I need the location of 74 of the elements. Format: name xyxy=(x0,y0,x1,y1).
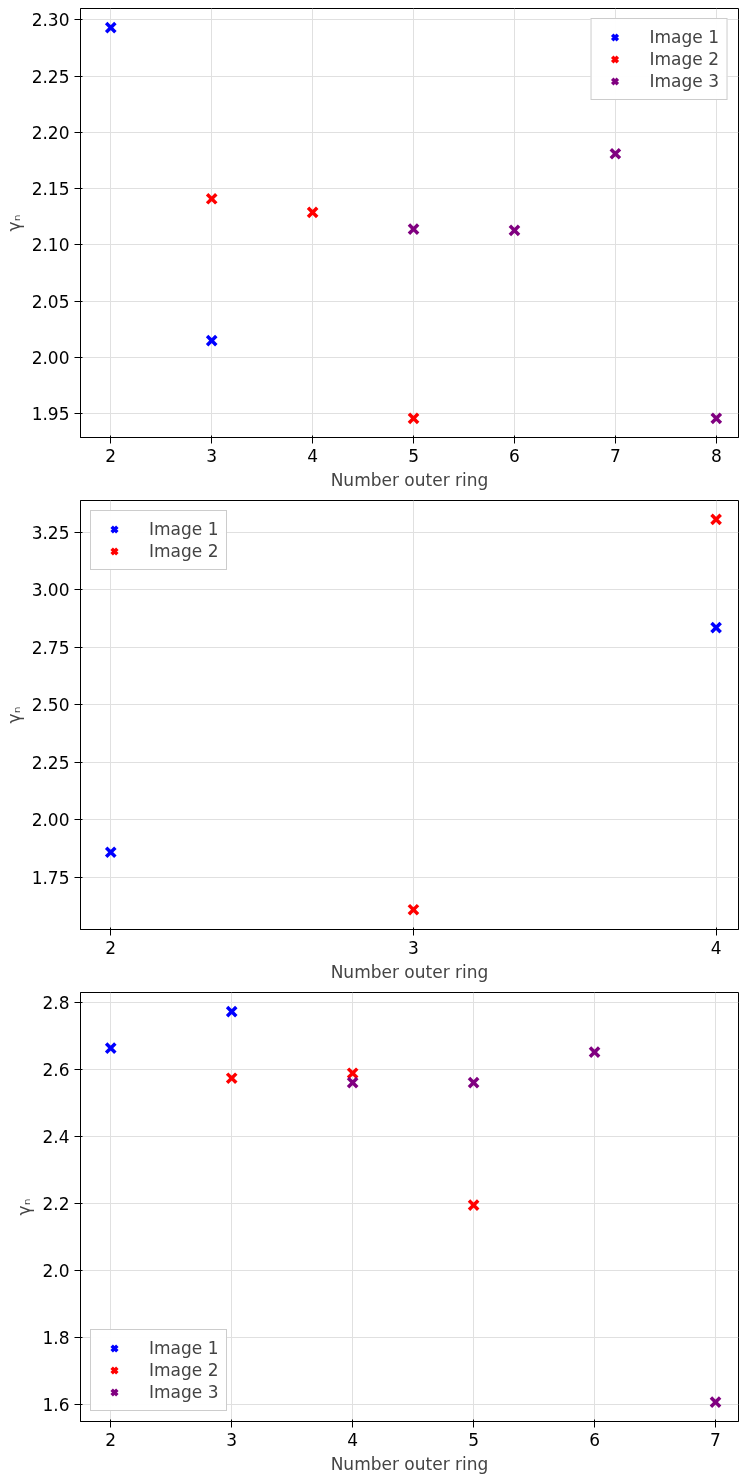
legend-label: Image 2 xyxy=(649,49,719,69)
y-tick-label: 2.00 xyxy=(31,348,70,369)
legend-label: Image 1 xyxy=(149,1338,219,1358)
y-tick-label: 2.15 xyxy=(31,179,70,200)
point xyxy=(346,1066,359,1080)
x-tick-label: 7 xyxy=(609,445,621,466)
point xyxy=(588,1045,601,1059)
x-tick-label: 6 xyxy=(509,445,520,466)
point xyxy=(709,621,723,634)
point xyxy=(407,222,420,236)
y-tick-label: 2.25 xyxy=(31,752,70,773)
y-tick-label: 2.2 xyxy=(42,1194,70,1215)
x-tick-label: 5 xyxy=(468,1429,480,1450)
point xyxy=(225,1071,239,1085)
x-axis-title: Number outer ring xyxy=(330,1453,489,1474)
point xyxy=(709,513,723,526)
point xyxy=(306,205,319,219)
x-tick-label: 4 xyxy=(307,445,319,466)
y-tick-label: 2.30 xyxy=(31,10,70,31)
point xyxy=(225,1005,239,1018)
x-tick-label: 8 xyxy=(710,445,722,466)
point xyxy=(709,412,723,425)
point xyxy=(104,1041,118,1055)
y-tick-label: 2.6 xyxy=(42,1060,70,1081)
x-tick-label: 6 xyxy=(589,1429,600,1450)
point xyxy=(346,1076,359,1089)
point xyxy=(104,845,118,859)
y-axis-title: γₙ xyxy=(3,706,24,724)
x-axis-title: Number outer ring xyxy=(330,469,489,490)
y-tick-label: 1.95 xyxy=(31,404,70,425)
legend-label: Image 2 xyxy=(149,1360,219,1380)
x-tick-label: 5 xyxy=(408,445,419,466)
point xyxy=(508,223,521,237)
point xyxy=(709,1395,722,1409)
x-tick-label: 7 xyxy=(710,1429,721,1450)
y-tick-label: 2.0 xyxy=(42,1261,70,1282)
x-tick-label: 3 xyxy=(408,937,419,958)
legend-label: Image 1 xyxy=(649,27,719,47)
point xyxy=(467,1198,480,1212)
y-tick-label: 3.00 xyxy=(31,580,70,601)
x-axis-title: Number outer ring xyxy=(330,961,489,982)
y-tick-label: 3.25 xyxy=(31,522,70,543)
point xyxy=(467,1076,480,1089)
y-tick-label: 2.8 xyxy=(42,993,70,1014)
legend-label: Image 3 xyxy=(149,1382,219,1402)
legend-label: Image 1 xyxy=(149,519,219,539)
legend-label: Image 2 xyxy=(149,541,219,561)
x-tick-label: 2 xyxy=(105,445,117,466)
x-tick-label: 4 xyxy=(347,1429,359,1450)
y-tick-label: 2.10 xyxy=(31,235,70,256)
y-tick-label: 1.8 xyxy=(42,1328,70,1349)
point xyxy=(609,147,622,161)
x-tick-label: 3 xyxy=(226,1429,238,1450)
y-tick-label: 2.25 xyxy=(31,66,70,87)
y-tick-label: 2.50 xyxy=(31,695,70,716)
y-tick-label: 1.75 xyxy=(31,867,70,888)
x-tick-label: 3 xyxy=(206,445,218,466)
x-tick-label: 2 xyxy=(105,1429,117,1450)
y-axis-title: γₙ xyxy=(14,1198,35,1216)
y-tick-label: 2.05 xyxy=(31,291,70,312)
y-tick-label: 1.6 xyxy=(42,1395,70,1416)
legend-label: Image 3 xyxy=(649,71,719,91)
x-tick-label: 4 xyxy=(710,937,722,958)
point xyxy=(407,412,420,425)
y-tick-label: 2.20 xyxy=(31,122,70,143)
y-tick-label: 2.75 xyxy=(31,637,70,658)
x-tick-label: 2 xyxy=(105,937,117,958)
point xyxy=(407,903,420,917)
y-tick-label: 2.4 xyxy=(42,1127,70,1148)
y-axis-title: γₙ xyxy=(3,214,24,232)
point xyxy=(104,21,118,34)
y-tick-label: 2.00 xyxy=(31,810,70,831)
point xyxy=(205,334,219,348)
point xyxy=(205,192,219,206)
